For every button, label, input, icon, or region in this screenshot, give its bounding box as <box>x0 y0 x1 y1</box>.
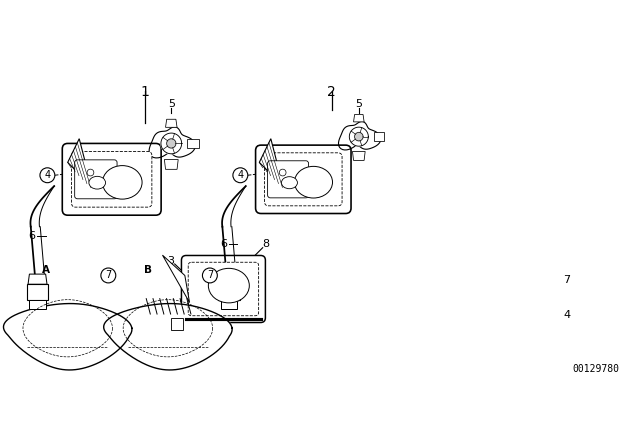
Ellipse shape <box>89 177 106 189</box>
Text: 1: 1 <box>140 85 149 99</box>
Text: 00129780: 00129780 <box>572 364 620 374</box>
Circle shape <box>101 268 116 283</box>
FancyBboxPatch shape <box>188 262 259 316</box>
Text: 6: 6 <box>220 239 227 249</box>
Polygon shape <box>572 344 620 356</box>
Polygon shape <box>3 304 132 370</box>
Polygon shape <box>104 304 232 370</box>
Ellipse shape <box>279 169 286 176</box>
Text: 6: 6 <box>28 231 35 241</box>
Polygon shape <box>68 139 92 186</box>
Polygon shape <box>221 300 237 309</box>
FancyBboxPatch shape <box>268 161 308 198</box>
Circle shape <box>202 268 218 283</box>
FancyBboxPatch shape <box>72 151 152 207</box>
Text: 4: 4 <box>44 170 51 180</box>
Polygon shape <box>163 255 189 302</box>
Polygon shape <box>149 127 195 158</box>
Circle shape <box>591 305 595 309</box>
Polygon shape <box>220 274 239 284</box>
Polygon shape <box>27 284 49 300</box>
Polygon shape <box>218 284 240 300</box>
Circle shape <box>233 168 248 183</box>
Ellipse shape <box>102 166 142 199</box>
Text: 2: 2 <box>328 85 336 99</box>
Polygon shape <box>29 300 45 309</box>
Polygon shape <box>188 139 199 148</box>
Polygon shape <box>353 115 364 122</box>
Text: 4: 4 <box>237 170 243 180</box>
Ellipse shape <box>282 177 298 189</box>
Text: 4: 4 <box>563 310 570 320</box>
Text: A: A <box>42 265 50 275</box>
Polygon shape <box>166 119 177 127</box>
Polygon shape <box>28 274 47 284</box>
Polygon shape <box>572 344 599 356</box>
Text: 7: 7 <box>207 271 213 280</box>
FancyBboxPatch shape <box>182 255 266 323</box>
Polygon shape <box>166 139 176 148</box>
FancyBboxPatch shape <box>583 280 604 293</box>
FancyBboxPatch shape <box>62 143 161 215</box>
Text: 3: 3 <box>167 255 174 266</box>
Text: 5: 5 <box>168 99 175 109</box>
Text: 8: 8 <box>262 239 269 249</box>
Polygon shape <box>349 127 369 146</box>
Polygon shape <box>172 318 183 330</box>
Polygon shape <box>164 159 178 169</box>
Bar <box>580 284 584 289</box>
FancyBboxPatch shape <box>264 153 342 206</box>
Polygon shape <box>259 139 283 186</box>
Ellipse shape <box>294 166 333 198</box>
Polygon shape <box>339 121 381 150</box>
Polygon shape <box>588 301 598 312</box>
Circle shape <box>40 168 55 183</box>
Ellipse shape <box>87 169 94 176</box>
FancyBboxPatch shape <box>75 160 117 199</box>
Text: 7: 7 <box>105 271 111 280</box>
Text: B: B <box>143 265 152 275</box>
Polygon shape <box>353 151 365 160</box>
Polygon shape <box>355 133 363 141</box>
Polygon shape <box>374 133 384 141</box>
Ellipse shape <box>209 268 250 303</box>
Text: 5: 5 <box>355 99 362 109</box>
Text: 7: 7 <box>563 275 570 284</box>
Polygon shape <box>161 133 182 154</box>
FancyBboxPatch shape <box>255 145 351 214</box>
